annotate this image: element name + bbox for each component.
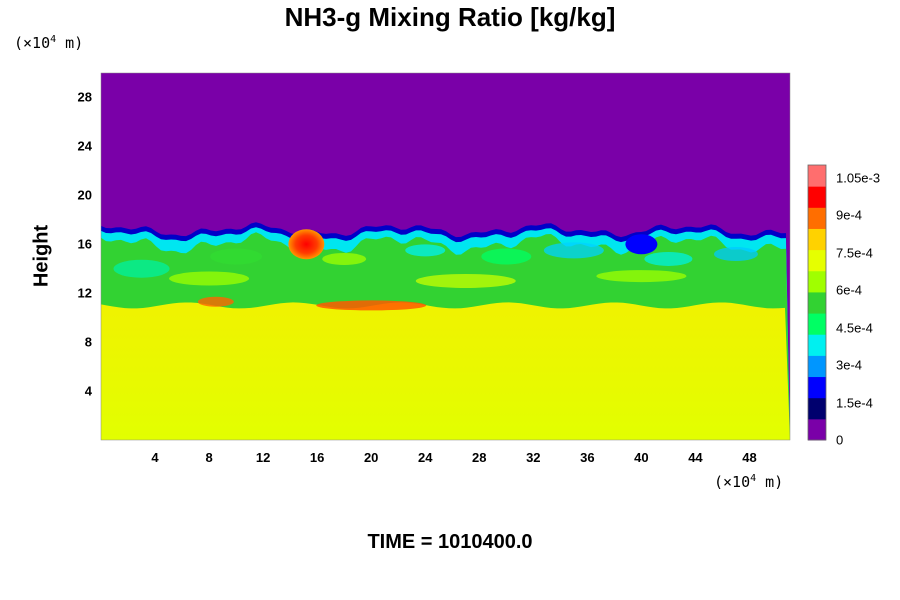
colorbar-tick-label: 3e-4 — [836, 357, 863, 373]
y-tick-label: 16 — [77, 236, 92, 252]
y-tick-label: 12 — [77, 285, 92, 301]
plot-frame — [100, 72, 791, 441]
colorbar-segment — [808, 397, 826, 420]
turbulent-eddy — [210, 248, 263, 265]
x-tick-label: 12 — [255, 450, 271, 465]
x-tick-label: 32 — [526, 450, 541, 465]
colorbar-segment — [808, 186, 826, 208]
x-tick-label: 8 — [205, 450, 213, 465]
y-tick-label: 20 — [77, 187, 92, 203]
colorbar-segment — [808, 207, 826, 229]
colorbar-segment — [808, 165, 826, 187]
colorbar-segment — [808, 291, 826, 314]
colorbar-segment — [808, 376, 826, 399]
turbulent-eddy — [322, 252, 367, 265]
turbulent-eddy — [169, 271, 250, 286]
region-lower-layer — [101, 302, 790, 440]
turbulent-eddy — [713, 247, 758, 262]
turbulent-eddy — [644, 251, 693, 266]
y-tick-label: 24 — [77, 138, 92, 154]
x-tick-label: 24 — [418, 450, 433, 465]
x-tick-label: 44 — [688, 450, 703, 465]
x-tick-label: 16 — [309, 450, 325, 465]
x-axis-unit: (×104 m) — [714, 473, 784, 491]
colorbar-tick-label: 6e-4 — [836, 282, 863, 298]
feature-low-pocket — [625, 234, 658, 255]
x-tick-label: 28 — [472, 450, 487, 465]
colorbar-segment — [808, 228, 826, 251]
turbulent-eddy — [481, 248, 532, 265]
y-tick-label: 4 — [84, 383, 92, 399]
x-tick-label: 40 — [634, 450, 649, 465]
colorbar-tick-label: 1.5e-4 — [836, 395, 873, 410]
colorbar-tick-label: 0 — [836, 432, 844, 448]
time-label: TIME = 1010400.0 — [367, 531, 533, 553]
colorbar — [807, 164, 827, 441]
turbulent-eddy — [405, 244, 446, 257]
colorbar-tick-label: 9e-4 — [836, 207, 863, 223]
chart-title: NH3-g Mixing Ratio [kg/kg] — [284, 2, 616, 32]
turbulent-eddy — [596, 270, 687, 283]
feature-local-maximum — [288, 229, 325, 260]
colorbar-segment — [808, 270, 826, 293]
y-tick-label: 28 — [77, 89, 92, 105]
feature-high-band — [316, 300, 427, 311]
colorbar-segment — [808, 334, 826, 356]
colorbar-segment — [808, 313, 826, 335]
feature-high-patch — [197, 296, 234, 307]
x-tick-label: 36 — [580, 450, 595, 465]
x-tick-label: 20 — [363, 450, 379, 465]
y-tick-label: 8 — [84, 334, 92, 350]
colorbar-frame — [807, 164, 827, 441]
colorbar-tick-label: 4.5e-4 — [836, 320, 873, 335]
colorbar-segment — [808, 249, 826, 272]
x-tick-label: 48 — [742, 450, 757, 465]
colorbar-segment — [808, 355, 826, 378]
x-tick-label: 4 — [151, 450, 159, 465]
turbulent-eddy — [415, 273, 516, 288]
y-axis-unit: (×104 m) — [14, 34, 84, 52]
colorbar-tick-label: 1.05e-3 — [836, 170, 881, 185]
colorbar-tick-label: 7.5e-4 — [836, 245, 873, 260]
colorbar-segment — [808, 418, 826, 441]
heatmap-field — [100, 72, 791, 441]
turbulent-eddy — [113, 259, 170, 278]
turbulent-eddy — [543, 242, 604, 259]
